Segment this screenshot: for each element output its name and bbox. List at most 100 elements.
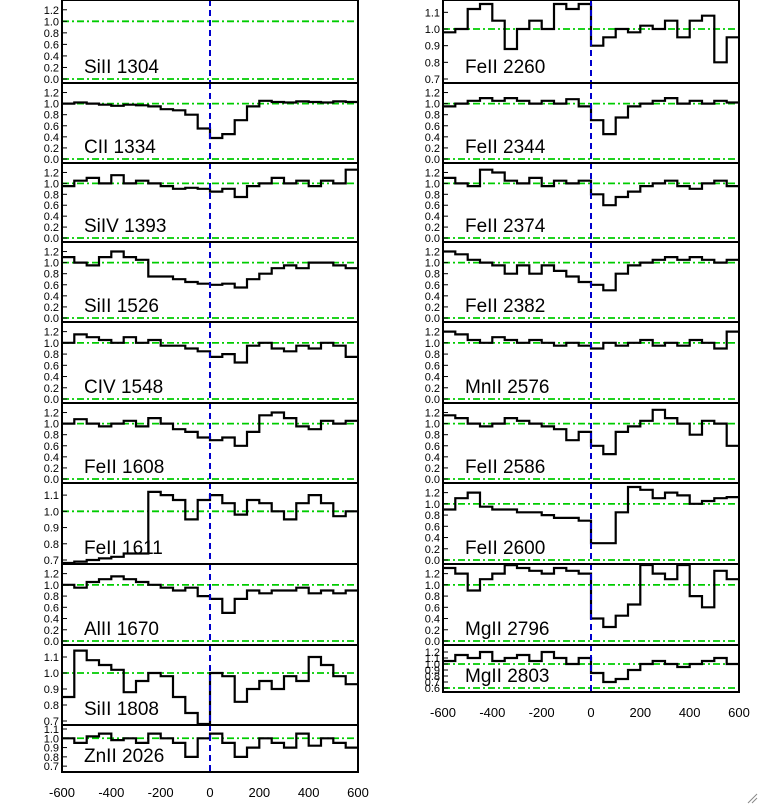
y-tick-label: 0.0 <box>425 154 440 166</box>
y-tick-label: 0.2 <box>44 143 59 155</box>
ion-label: FeII 1608 <box>84 457 164 478</box>
y-tick-label: 1.0 <box>44 668 59 680</box>
spectrum-panel: 0.00.20.40.60.81.01.2 FeII 2586 <box>425 402 740 486</box>
y-tick-label: 1.1 <box>425 653 440 665</box>
ion-label: SiII 1304 <box>84 57 159 78</box>
y-tick-label: 0.6 <box>425 441 440 453</box>
y-tick-label: 0.2 <box>44 62 59 74</box>
y-tick-label: 0.8 <box>425 189 440 201</box>
y-tick-label: 0.8 <box>44 110 59 122</box>
spectrum-panel: 0.7 0.8 0.9 1.0 1.1 FeII 2260 <box>425 0 740 86</box>
y-tick-label: 0.7 <box>44 761 59 773</box>
spectrum-panel: 0.00.20.40.60.81.01.2 SiII 1526 <box>44 241 359 325</box>
spectrum-panel: 0.00.20.40.60.81.01.2 FeII 2374 <box>425 162 740 245</box>
y-tick-label: 0.4 <box>44 291 59 303</box>
y-tick-label: 1.0 <box>44 16 59 28</box>
y-tick-label: 1.0 <box>425 258 440 270</box>
x-tick-label: -200 <box>148 785 174 800</box>
ion-label: FeII 2382 <box>465 296 545 317</box>
y-tick-label: 0.2 <box>44 383 59 395</box>
y-tick-label: 1.2 <box>44 88 59 100</box>
y-tick-label: 1.0 <box>425 24 440 36</box>
y-tick-label: 0.2 <box>425 222 440 234</box>
spectrum-panel: 0.00.20.40.60.81.01.2 SiII 1304 <box>44 0 359 86</box>
ion-label: MnII 2576 <box>465 377 550 398</box>
ion-label: SiII 1526 <box>84 296 159 317</box>
y-tick-label: 1.2 <box>44 408 59 420</box>
y-tick-label: 1.0 <box>425 338 440 350</box>
x-axis-left: -600 -400 -200 0 200 400 600 <box>49 785 369 800</box>
y-tick-label: 0.2 <box>44 625 59 637</box>
x-tick-label: 600 <box>728 705 750 720</box>
ion-label: MgII 2803 <box>465 666 550 687</box>
y-tick-label: 1.2 <box>425 247 440 259</box>
resize-grip-icon[interactable] <box>747 793 758 804</box>
y-tick-label: 1.2 <box>44 569 59 581</box>
y-tick-label: 1.0 <box>44 178 59 190</box>
y-tick-label: 1.0 <box>425 659 440 671</box>
y-tick-label: 0.4 <box>44 452 59 464</box>
ion-label: MgII 2796 <box>465 619 550 640</box>
y-tick-label: 1.2 <box>425 88 440 100</box>
y-tick-label: 0.4 <box>425 372 440 384</box>
x-tick-label: 0 <box>206 785 213 800</box>
y-tick-label: 1.1 <box>44 724 59 736</box>
y-tick-label: 1.0 <box>425 499 440 511</box>
spectrum-panel: 0.00.20.40.60.81.01.2 MgII 2796 <box>425 563 740 648</box>
y-tick-label: 0.2 <box>425 302 440 314</box>
ion-label: CIV 1548 <box>84 377 163 398</box>
y-tick-label: 0.2 <box>425 544 440 556</box>
y-tick-label: 0.4 <box>425 533 440 545</box>
y-tick-label: 0.8 <box>425 110 440 122</box>
spectrum-panel: 0.00.20.40.60.81.01.2 AlII 1670 <box>44 563 359 648</box>
x-tick-label: 200 <box>629 705 651 720</box>
y-tick-label: 1.0 <box>44 258 59 270</box>
y-tick-label: 0.2 <box>44 302 59 314</box>
y-tick-label: 0.4 <box>44 211 59 223</box>
y-tick-label: 0.0 <box>44 74 59 86</box>
spectrum-panel: 0.00.20.40.60.81.01.2 CIV 1548 <box>44 321 359 406</box>
y-tick-label: 0.8 <box>44 700 59 712</box>
y-tick-label: 0.4 <box>425 614 440 626</box>
y-tick-label: 1.0 <box>425 178 440 190</box>
y-tick-label: 0.4 <box>425 291 440 303</box>
y-tick-label: 0.6 <box>425 121 440 133</box>
y-tick-label: 1.2 <box>44 167 59 179</box>
y-tick-label: 0.0 <box>425 233 440 245</box>
y-tick-label: 0.8 <box>425 269 440 281</box>
y-tick-label: 1.0 <box>44 99 59 111</box>
spectrum-panel: 0.00.20.40.60.81.01.2 CII 1334 <box>44 82 359 166</box>
spectrum-step-line <box>62 333 358 364</box>
y-tick-label: 0.6 <box>44 280 59 292</box>
y-tick-label: 0.7 <box>425 677 440 689</box>
y-tick-label: 1.2 <box>425 327 440 339</box>
x-tick-label: 200 <box>248 785 270 800</box>
y-tick-label: 1.0 <box>44 419 59 431</box>
y-tick-label: 0.7 <box>425 74 440 86</box>
x-tick-label: 600 <box>347 785 369 800</box>
y-tick-label: 0.6 <box>44 441 59 453</box>
y-tick-label: 0.6 <box>425 521 440 533</box>
ion-label: FeII 2344 <box>465 137 546 158</box>
y-tick-label: 0.9 <box>44 684 59 696</box>
y-tick-label: 0.4 <box>44 372 59 384</box>
x-tick-label: 0 <box>587 705 594 720</box>
y-tick-label: 0.8 <box>44 752 59 764</box>
y-tick-label: 0.8 <box>44 28 59 40</box>
y-tick-label: 0.2 <box>425 463 440 475</box>
y-tick-label: 0.8 <box>425 349 440 361</box>
ion-label: FeII 2374 <box>465 216 546 237</box>
y-tick-label: 0.8 <box>425 57 440 69</box>
y-tick-label: 0.6 <box>425 602 440 614</box>
ion-label: ZnII 2026 <box>84 746 164 767</box>
y-tick-label: 0.0 <box>425 313 440 325</box>
y-tick-label: 1.2 <box>425 569 440 581</box>
y-tick-label: 1.0 <box>425 99 440 111</box>
x-tick-label: -400 <box>98 785 124 800</box>
y-tick-label: 1.0 <box>44 506 59 518</box>
x-tick-label: 400 <box>298 785 320 800</box>
x-tick-label: -600 <box>430 705 456 720</box>
y-tick-label: 0.8 <box>44 269 59 281</box>
y-tick-label: 0.0 <box>425 474 440 486</box>
